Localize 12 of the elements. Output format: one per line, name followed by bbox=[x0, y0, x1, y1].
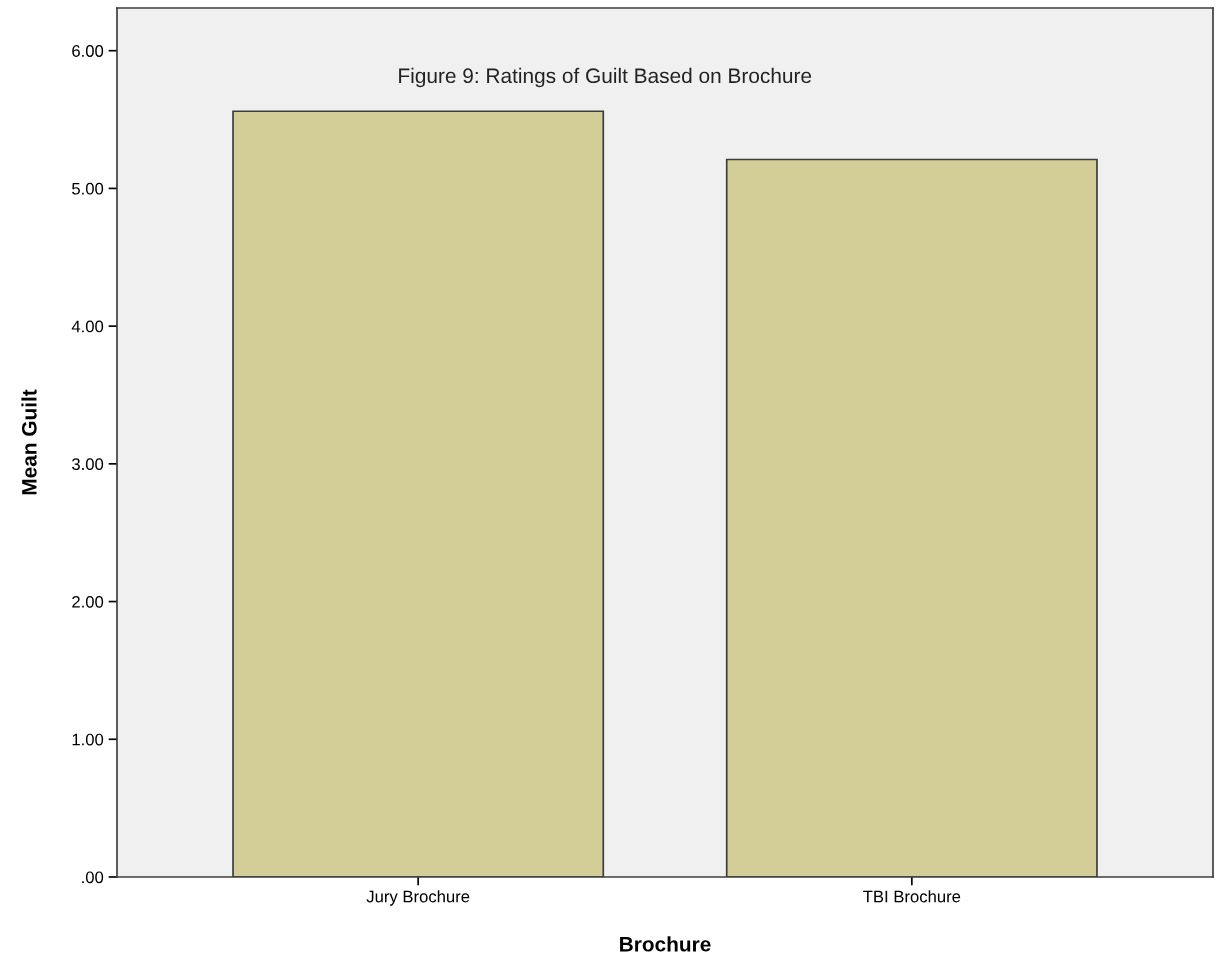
y-tick-label: 5.00 bbox=[72, 182, 104, 195]
text: Figure 9: Ratings of Guilt Based on Brochure bbox=[399, 67, 812, 88]
y-tick-label: 1.00 bbox=[72, 733, 104, 746]
y-tick-label: 4.00 bbox=[71, 320, 104, 333]
x-tick-label: Jury Brochure bbox=[366, 890, 470, 906]
x-tick-label: TBI Brochure bbox=[863, 890, 961, 903]
y-tick-label: 2.00 bbox=[72, 595, 104, 608]
x-axis-title: Brochure bbox=[620, 936, 711, 952]
y-axis-title: Mean Guilt bbox=[21, 389, 37, 495]
y-tick-label: 3.00 bbox=[72, 458, 104, 471]
y-tick-label: 6.00 bbox=[72, 45, 104, 57]
y-tick-label: .00 bbox=[82, 871, 104, 884]
